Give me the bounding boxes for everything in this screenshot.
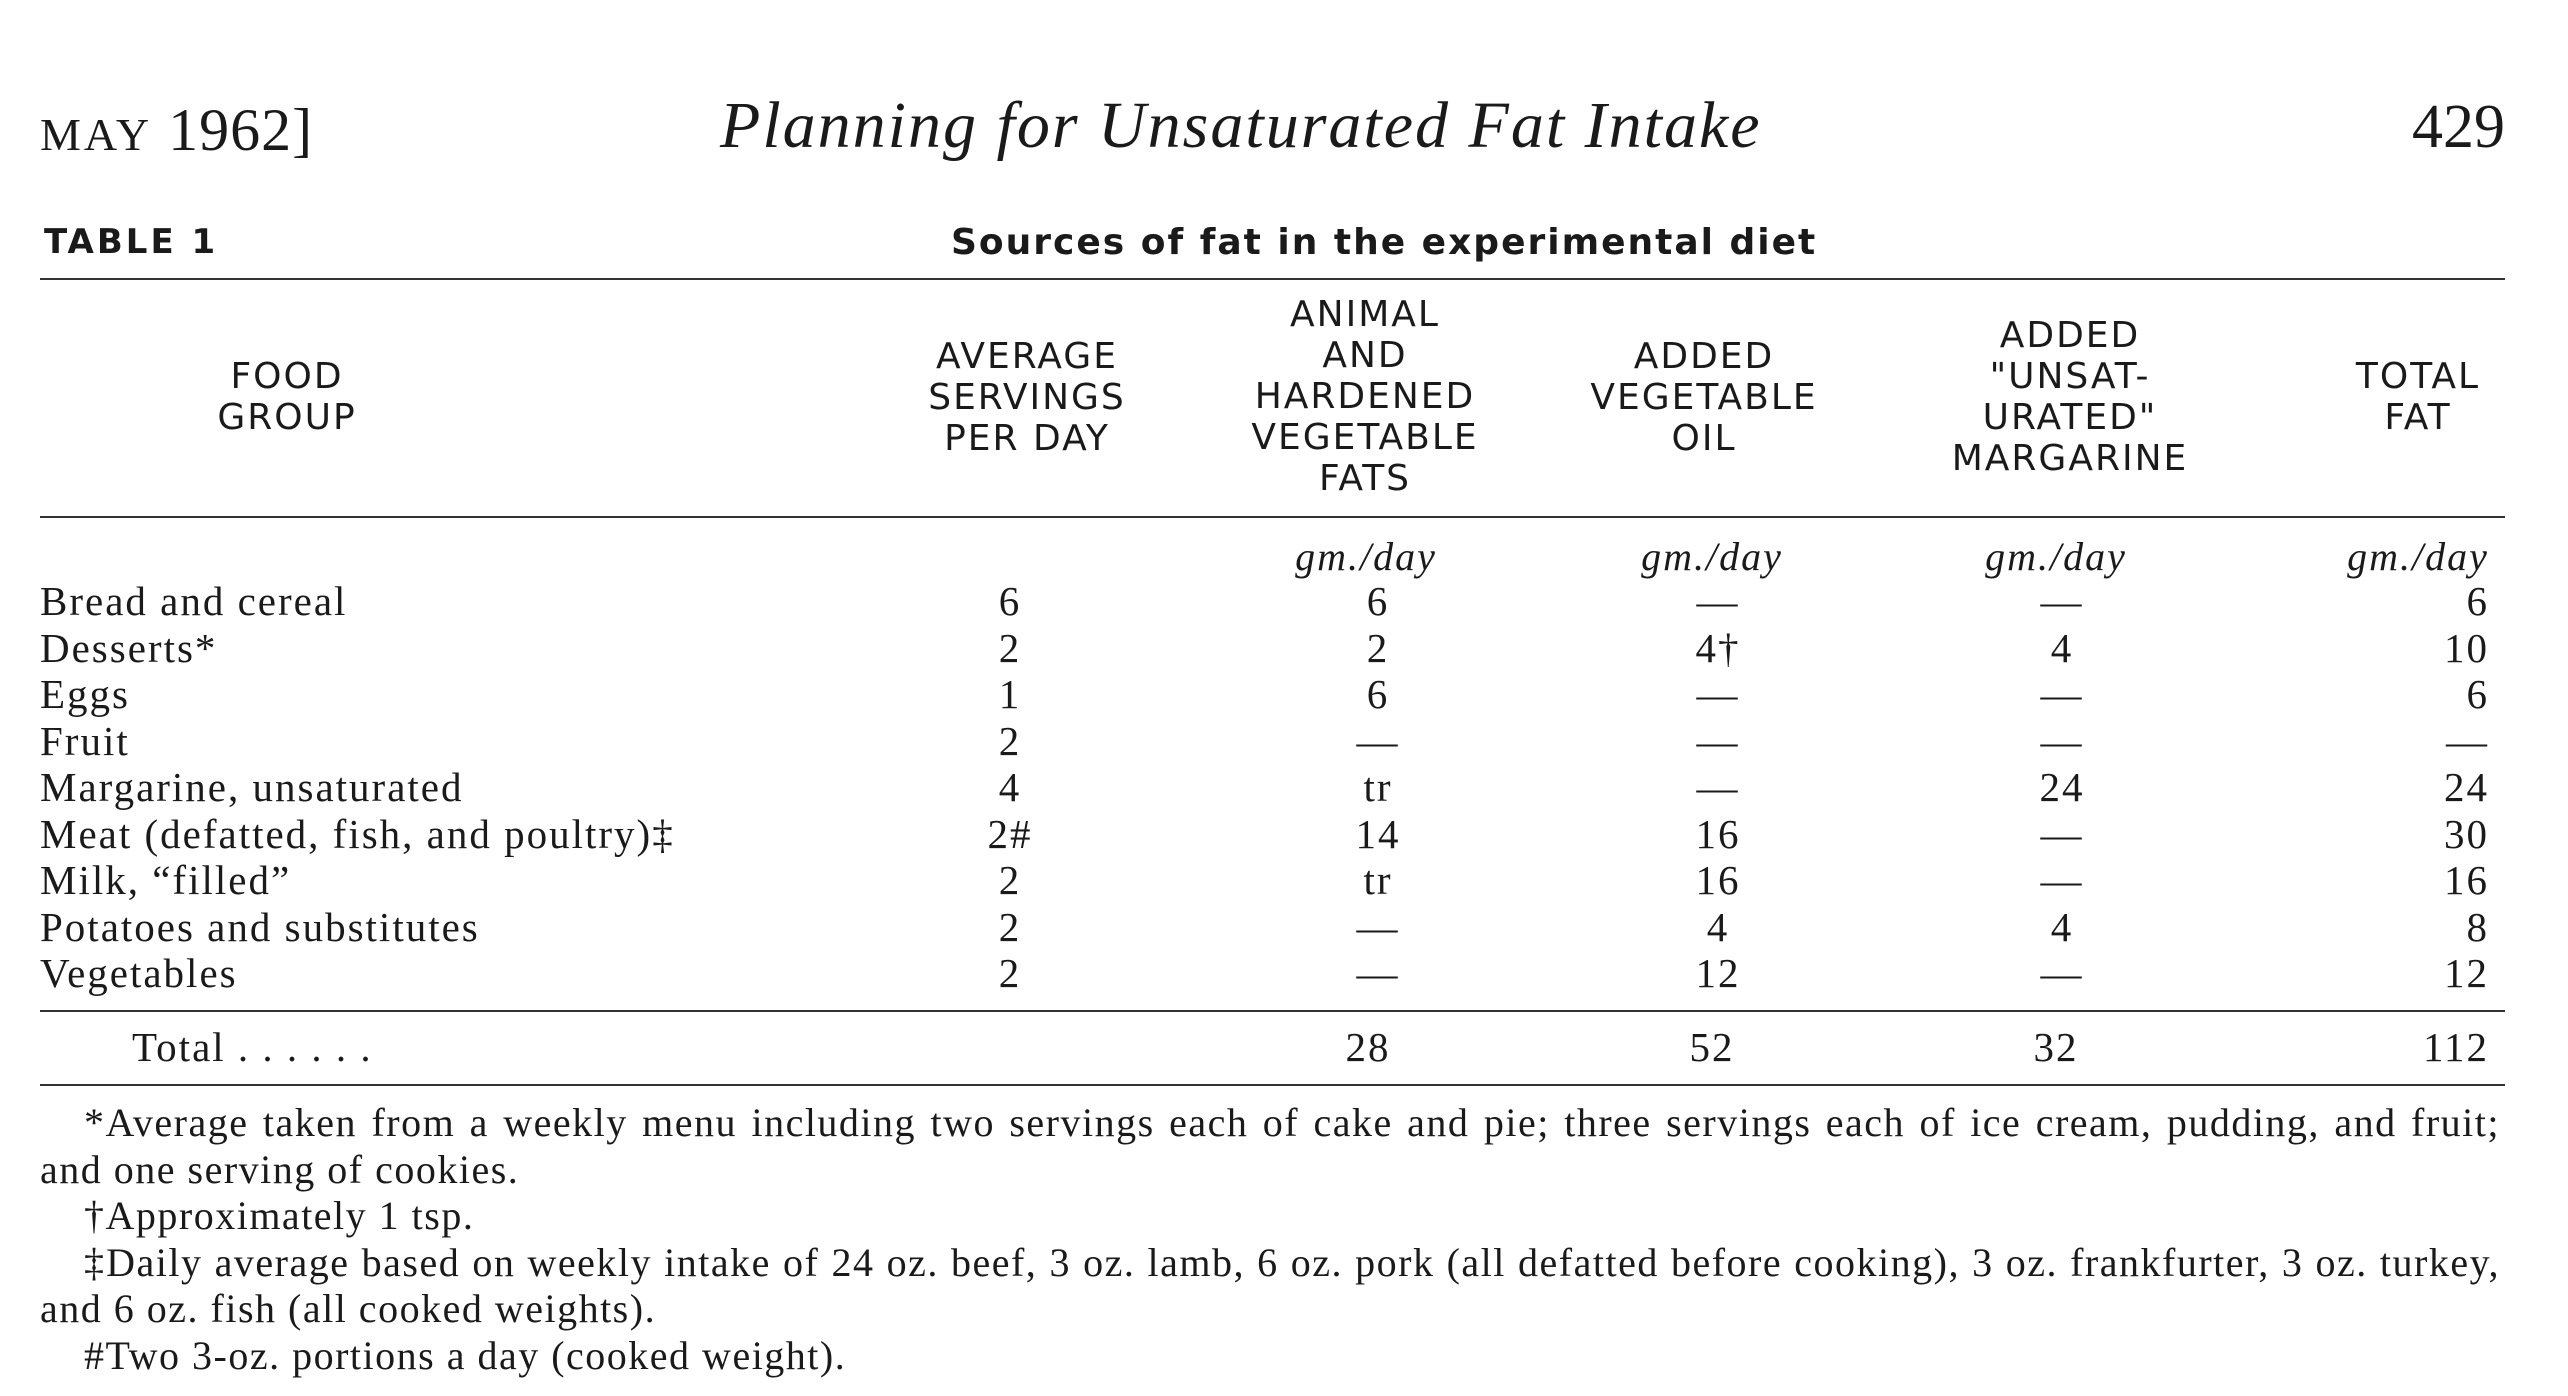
animal-cell: 6 [1366, 671, 1390, 717]
table-bottom-rule [40, 1084, 2505, 1086]
oil-cell: — [1696, 671, 1740, 717]
article-title: Planning for Unsaturated Fat Intake [720, 89, 1762, 162]
animal-cell: tr [1363, 764, 1393, 810]
food-group-cell: Bread and cereal [40, 578, 348, 624]
total-animal: 28 [1345, 1024, 1391, 1070]
animal-cell: 14 [1355, 810, 1401, 857]
footnote-oil: †Approximately 1 tsp. [84, 1193, 475, 1238]
table-label: TABLE 1 [44, 222, 219, 262]
margarine-cell: — [2040, 671, 2084, 717]
total-fat: 112 [2423, 1024, 2489, 1070]
unit-label-oil: gm./day [1641, 534, 1783, 579]
margarine-cell: 24 [2039, 764, 2085, 810]
table-caption: TABLE 1 Sources of fat in the experiment… [44, 222, 2504, 272]
footnote-desserts: *Average taken from a weekly menu includ… [40, 1100, 2500, 1192]
table-row: Milk, “filled” 2 tr 16 — 16 [40, 856, 2505, 903]
margarine-cell: 4 [2050, 624, 2074, 671]
oil-cell: — [1696, 578, 1740, 624]
table-row: Fruit 2 — — — — [40, 717, 2505, 764]
food-group-cell: Meat (defatted, fish, and poultry)‡ [40, 810, 675, 857]
total-fat-cell: 16 [2444, 857, 2489, 903]
total-fat-cell: 6 [2466, 671, 2489, 717]
column-heading-animal-fats: ANIMAL AND HARDENED VEGETABLE FATS [1251, 294, 1479, 499]
footnotes: *Average taken from a weekly menu includ… [40, 1100, 2500, 1379]
margarine-cell: — [2040, 857, 2084, 903]
animal-cell: tr [1363, 857, 1393, 903]
unit-label-total: gm./day [2347, 534, 2489, 579]
total-fat-cell: 30 [2444, 810, 2489, 857]
food-group-cell: Eggs [40, 671, 130, 717]
total-fat-cell: 24 [2444, 764, 2489, 810]
table-row: Meat (defatted, fish, and poultry)‡ 2# 14 1… [40, 810, 2505, 857]
heading-bottom-rule [40, 516, 2505, 518]
total-fat-cell: 8 [2466, 903, 2489, 950]
animal-cell: — [1356, 903, 1400, 950]
oil-cell: 16 [1695, 810, 1741, 857]
servings-cell: 2 [998, 950, 1022, 996]
total-oil: 52 [1689, 1024, 1735, 1070]
table-top-rule [40, 278, 2505, 280]
servings-cell: 2 [998, 857, 1022, 903]
oil-cell: — [1696, 717, 1740, 764]
table-row: Vegetables 2 — 12 — 12 [40, 949, 2505, 996]
footnote-meat: ‡Daily average based on weekly intake of… [40, 1239, 2500, 1332]
unit-label-animal: gm./day [1295, 534, 1437, 579]
table-row: Bread and cereal 6 6 — — 6 [40, 577, 2505, 624]
servings-cell: 4 [998, 764, 1022, 810]
footnote-portions: #Two 3-oz. portions a day (cooked weight… [84, 1332, 847, 1378]
margarine-cell: — [2040, 717, 2084, 764]
table-title: Sources of fat in the experimental diet [951, 222, 1818, 263]
servings-cell: 1 [998, 671, 1022, 717]
oil-cell: 12 [1695, 950, 1741, 996]
column-heading-vegetable-oil: ADDED VEGETABLE OIL [1590, 336, 1818, 459]
oil-cell: 4† [1695, 624, 1741, 671]
animal-cell: 6 [1366, 578, 1390, 624]
total-label: Total . . . . . . [132, 1024, 373, 1070]
total-fat-cell: 12 [2444, 950, 2489, 996]
margarine-cell: — [2040, 950, 2084, 996]
column-heading-margarine: ADDED "UNSAT- URATED" MARGARINE [1951, 315, 2189, 479]
servings-cell: 2 [998, 624, 1022, 671]
food-group-cell: Margarine, unsaturated [40, 764, 464, 810]
column-heading-total-fat: TOTAL FAT [2355, 356, 2481, 438]
food-group-cell: Fruit [40, 717, 130, 764]
total-fat-cell: — [2446, 717, 2489, 764]
total-row: Total . . . . . . 28 52 32 112 [40, 1023, 2505, 1073]
servings-cell: 2# [987, 810, 1033, 857]
servings-cell: 2 [998, 717, 1022, 764]
margarine-cell: — [2040, 578, 2084, 624]
issue-month: MAY [40, 109, 153, 160]
unit-label-margarine: gm./day [1985, 534, 2127, 579]
food-group-cell: Desserts* [40, 624, 218, 671]
total-top-rule [40, 1010, 2505, 1012]
food-group-cell: Potatoes and substitutes [40, 903, 480, 950]
table-row: Desserts* 2 2 4† 4 10 [40, 624, 2505, 671]
table-row: Potatoes and substitutes 2 — 4 4 8 [40, 903, 2505, 950]
table-row: Margarine, unsaturated 4 tr — 24 24 [40, 763, 2505, 810]
total-fat-cell: 6 [2466, 578, 2489, 624]
animal-cell: — [1356, 950, 1400, 996]
journal-page: MAY 1962] Planning for Unsaturated Fat I… [40, 0, 2505, 1396]
food-group-cell: Milk, “filled” [40, 857, 292, 903]
animal-cell: — [1356, 717, 1400, 764]
margarine-cell: 4 [2050, 903, 2074, 950]
column-heading-servings: AVERAGE SERVINGS PER DAY [928, 336, 1126, 459]
total-margarine: 32 [2033, 1024, 2079, 1070]
table-row: Eggs 1 6 — — 6 [40, 670, 2505, 717]
oil-cell: 4 [1706, 903, 1730, 950]
servings-cell: 2 [998, 903, 1022, 950]
food-group-cell: Vegetables [40, 950, 238, 996]
animal-cell: 2 [1366, 624, 1390, 671]
oil-cell: — [1696, 764, 1740, 810]
total-fat-cell: 10 [2444, 624, 2489, 671]
running-header: MAY 1962] Planning for Unsaturated Fat I… [40, 88, 2505, 168]
page-number: 429 [2412, 93, 2505, 161]
issue-year: 1962] [168, 97, 314, 163]
margarine-cell: — [2040, 810, 2084, 857]
column-heading-food-group: FOOD GROUP [217, 356, 357, 438]
servings-cell: 6 [998, 578, 1022, 624]
issue-date: MAY 1962] [40, 96, 313, 165]
oil-cell: 16 [1695, 857, 1741, 903]
